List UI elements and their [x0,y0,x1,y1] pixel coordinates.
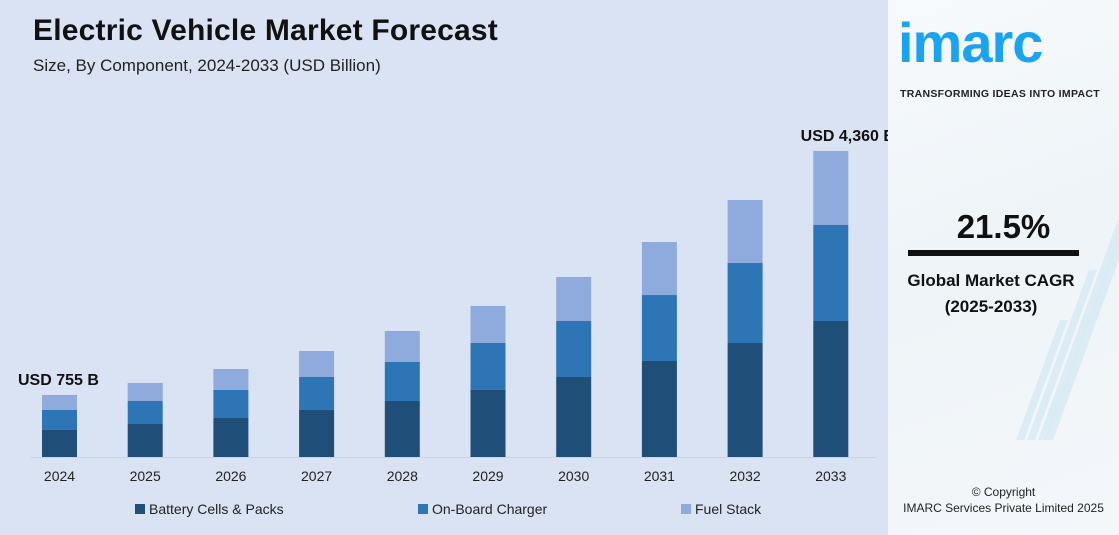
bar-2026-battery-cells-packs [213,417,249,457]
x-tick-label: 2027 [301,468,332,484]
chart-subtitle: Size, By Component, 2024-2033 (USD Billi… [33,56,381,75]
divider [908,250,1079,256]
bar-2028-battery-cells-packs [384,400,420,457]
x-tick-label: 2030 [558,468,589,484]
legend-label: On-Board Charger [432,501,548,517]
data-label-total: USD 4,360 B [801,128,888,145]
bar-2025-on-board-charger [127,400,163,425]
bar-2027-battery-cells-packs [299,409,335,457]
sidebar: imarc TRANSFORMING IDEAS INTO IMPACT 21.… [888,0,1119,535]
bar-2029-battery-cells-packs [470,389,506,457]
chart-title: Electric Vehicle Market Forecast [33,14,498,47]
x-tick-label: 2024 [44,468,75,484]
bar-2031-fuel-stack [641,242,677,296]
imarc-logo: imarc [898,11,1043,74]
x-tick-label: 2029 [472,468,503,484]
cagr-value: 21.5% [956,208,1051,245]
bar-2032-on-board-charger [727,263,763,344]
bar-2030-on-board-charger [556,320,592,377]
x-tick-label: 2031 [644,468,675,484]
data-label-total: USD 755 B [18,372,99,389]
bar-2024-on-board-charger [42,409,77,430]
x-tick-label: 2025 [130,468,161,484]
cagr-label: Global Market CAGR (2025-2033) [888,268,1094,320]
legend-item-charger: On-Board Charger [418,501,547,517]
bar-2028-on-board-charger [384,361,420,401]
bar-2026-fuel-stack [213,368,249,390]
x-tick-label: 2033 [815,468,846,484]
bar-2025-fuel-stack [127,382,163,401]
bar-2033-battery-cells-packs [813,320,849,457]
cagr-label-text: Global Market CAGR [907,271,1075,290]
bar-2026-on-board-charger [213,389,249,418]
legend-item-fuel-stack: Fuel Stack [681,501,761,517]
bar-2029-fuel-stack [470,305,506,343]
legend-swatch [418,504,428,514]
bar-2027-fuel-stack [299,351,335,377]
legend-swatch [135,504,145,514]
bar-2025-battery-cells-packs [127,424,163,457]
copyright: © Copyright IMARC Services Private Limit… [888,484,1119,516]
x-tick-label: 2032 [730,468,761,484]
legend-item-battery: Battery Cells & Packs [135,501,284,517]
bar-2028-fuel-stack [384,330,420,362]
bar-2033-on-board-charger [813,224,849,321]
tagline: TRANSFORMING IDEAS INTO IMPACT [900,88,1100,100]
bar-2031-on-board-charger [641,295,677,361]
bar-2032-fuel-stack [727,199,763,264]
stacked-bar-chart: 2024 2025 2026 2027 2028 2029 2030 2031 2032 2033… [18,128,888,484]
bar-2030-fuel-stack [556,276,592,321]
legend-label: Battery Cells & Packs [149,501,284,517]
cagr-period: (2025-2033) [944,297,1038,316]
company-name: IMARC Services Private Limited 2025 [903,501,1104,515]
bar-2029-on-board-charger [470,342,506,390]
bar-2030-battery-cells-packs [556,376,592,457]
bar-2027-on-board-charger [299,376,335,410]
legend-label: Fuel Stack [695,501,762,517]
bar-2032-battery-cells-packs [727,343,763,457]
copyright-text: © Copyright [971,485,1036,499]
bar-2024-fuel-stack [42,394,77,410]
legend-swatch [681,504,691,514]
x-tick-label: 2028 [387,468,418,484]
bar-2031-battery-cells-packs [641,360,677,457]
bar-2033-fuel-stack [813,150,849,225]
x-tick-label: 2026 [215,468,246,484]
bar-2024-battery-cells-packs [42,429,77,457]
